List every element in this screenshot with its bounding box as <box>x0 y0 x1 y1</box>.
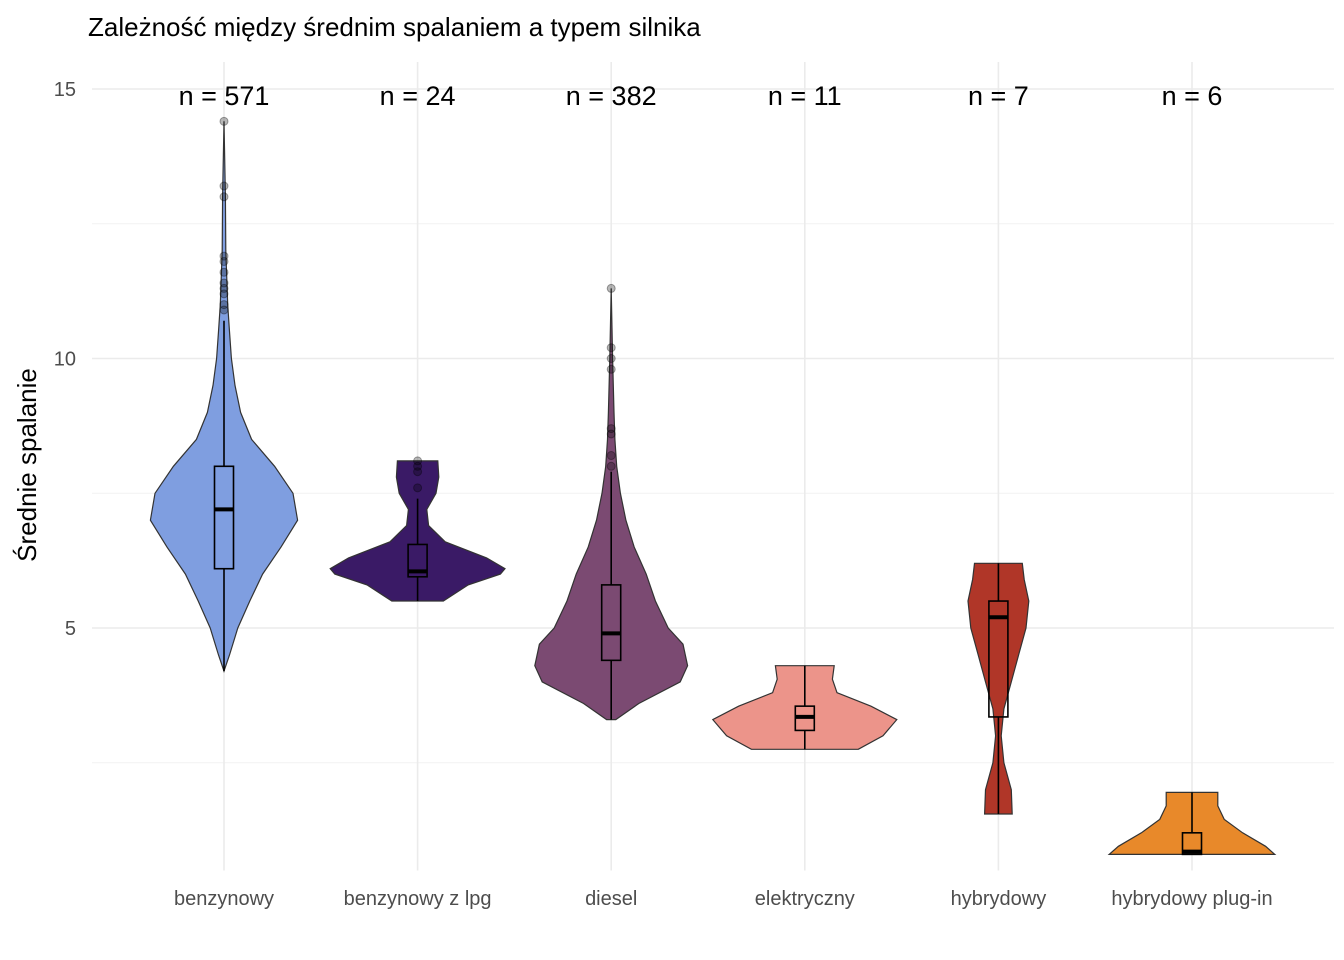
y-tick-label: 10 <box>54 349 76 371</box>
outlier-point <box>606 429 616 439</box>
y-tick-label: 5 <box>65 618 76 640</box>
count-label: n = 7 <box>968 81 1029 111</box>
violin-layer <box>149 121 1277 855</box>
outlier-point <box>413 467 423 477</box>
x-tick-label: hybrydowy plug-in <box>1111 888 1272 910</box>
box-iqr <box>600 584 622 662</box>
outlier-point <box>413 456 423 466</box>
x-tick-label: hybrydowy <box>951 888 1047 910</box>
outlier-point <box>219 289 229 299</box>
outlier-point <box>219 181 229 191</box>
outlier-point <box>219 251 229 261</box>
outlier-point <box>219 192 229 202</box>
count-labels: n = 571 n = 24 n = 382 n = 11 n = 7 n = 6 <box>179 81 1223 111</box>
box-iqr <box>213 465 235 570</box>
violin-hybrydowy <box>967 562 1030 815</box>
outlier-point <box>606 424 616 434</box>
count-label: n = 6 <box>1162 81 1223 111</box>
outlier-point <box>219 267 229 277</box>
count-label: n = 571 <box>179 81 270 111</box>
y-axis-ticks: 5 10 15 <box>54 79 76 640</box>
x-tick-label: benzynowy <box>174 888 274 910</box>
outlier-point <box>219 256 229 266</box>
outlier-point <box>606 461 616 471</box>
outlier-point <box>606 354 616 363</box>
outlier-point <box>606 451 616 461</box>
x-axis-ticks: benzynowy benzynowy z lpg diesel elektryczn… <box>174 888 1273 910</box>
outlier-point <box>606 343 616 353</box>
box-iqr <box>407 543 428 578</box>
violin-elektryczny <box>711 665 898 750</box>
outlier-point <box>219 116 229 126</box>
outlier-layer <box>219 116 616 493</box>
boxplot-layer <box>213 320 1203 856</box>
outlier-point <box>219 305 229 315</box>
count-label: n = 11 <box>768 81 842 111</box>
outlier-point <box>413 483 423 493</box>
count-label: n = 382 <box>566 81 657 111</box>
outlier-point <box>606 283 616 293</box>
outlier-point <box>219 300 229 310</box>
y-axis-label: Średnie spalanie <box>12 368 42 562</box>
outlier-point <box>413 461 423 471</box>
box-iqr <box>1181 832 1203 856</box>
x-tick-label: benzynowy z lpg <box>344 888 492 910</box>
box-iqr <box>988 600 1009 718</box>
x-tick-label: elektryczny <box>755 888 855 910</box>
grid-lines <box>92 62 1334 871</box>
outlier-point <box>219 283 229 293</box>
outlier-point <box>606 364 616 374</box>
y-tick-label: 15 <box>54 79 76 101</box>
outlier-point <box>219 278 229 288</box>
count-label: n = 24 <box>380 81 456 111</box>
x-tick-label: diesel <box>585 888 637 910</box>
chart-title: Zależność między średnim spalaniem a typ… <box>88 12 701 42</box>
